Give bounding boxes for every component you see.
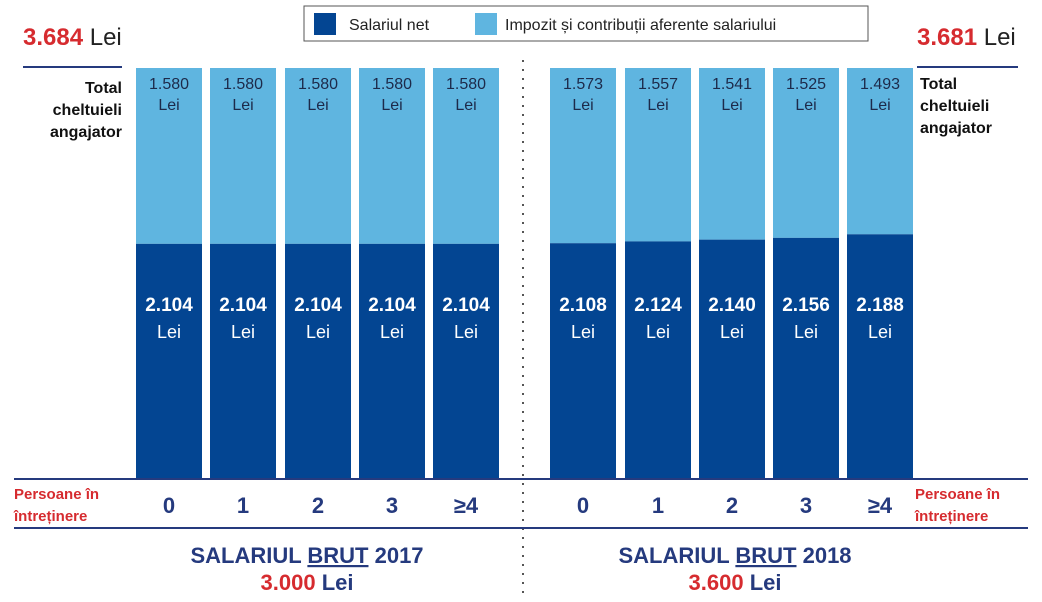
bar-tax bbox=[285, 68, 351, 244]
category-label: 3 bbox=[386, 493, 398, 518]
bar-tax bbox=[136, 68, 202, 244]
bar-tax-value: 1.580 bbox=[372, 76, 412, 93]
bar-net-unit: Lei bbox=[720, 322, 744, 342]
bar-net bbox=[433, 243, 499, 478]
bar-net-value: 2.188 bbox=[856, 295, 904, 316]
bar-tax bbox=[359, 68, 425, 244]
bar-tax bbox=[847, 68, 913, 235]
category-label: ≥4 bbox=[454, 493, 479, 518]
bar-tax-unit: Lei bbox=[381, 97, 402, 114]
gross-salary-title: SALARIUL BRUT 2018 bbox=[618, 543, 851, 568]
bar-net bbox=[136, 243, 202, 478]
bar-tax bbox=[699, 68, 765, 240]
category-label: 0 bbox=[163, 493, 175, 518]
bar-net-unit: Lei bbox=[571, 322, 595, 342]
bar-net-value: 2.104 bbox=[368, 295, 416, 316]
total-employer-cost: 3.684 Lei bbox=[23, 24, 122, 51]
total-cost-label-left: angajator bbox=[50, 124, 122, 141]
bar-net bbox=[550, 243, 616, 478]
dependents-label-right: Persoane în bbox=[915, 486, 1000, 503]
bar-net-unit: Lei bbox=[380, 322, 404, 342]
bar-net-value: 2.140 bbox=[708, 295, 756, 316]
total-cost-label-right: angajator bbox=[920, 120, 992, 137]
gross-salary-value: 3.000 Lei bbox=[261, 570, 354, 595]
category-label: 2 bbox=[312, 493, 324, 518]
bar-tax-value: 1.580 bbox=[223, 76, 263, 93]
bar-tax-value: 1.580 bbox=[446, 76, 486, 93]
category-label: ≥4 bbox=[868, 493, 893, 518]
bar-tax-value: 1.525 bbox=[786, 76, 826, 93]
gross-salary-value: 3.600 Lei bbox=[689, 570, 782, 595]
bar-net bbox=[285, 243, 351, 478]
bar-net-unit: Lei bbox=[157, 322, 181, 342]
gross-salary-title: SALARIUL BRUT 2017 bbox=[190, 543, 423, 568]
bar-net-unit: Lei bbox=[794, 322, 818, 342]
bar-tax-value: 1.541 bbox=[712, 76, 752, 93]
bar-tax-unit: Lei bbox=[869, 97, 890, 114]
bar-tax-value: 1.493 bbox=[860, 76, 900, 93]
bar-tax-value: 1.573 bbox=[563, 76, 603, 93]
bar-net bbox=[847, 234, 913, 478]
bar-tax-value: 1.580 bbox=[298, 76, 338, 93]
bar-net-value: 2.156 bbox=[782, 295, 830, 316]
bar-tax-unit: Lei bbox=[647, 97, 668, 114]
bar-net bbox=[210, 243, 276, 478]
bar-tax-unit: Lei bbox=[307, 97, 328, 114]
bar-tax bbox=[550, 68, 616, 244]
bar-tax bbox=[625, 68, 691, 242]
total-cost-label-left: Total bbox=[85, 80, 122, 97]
dependents-label-left: Persoane în bbox=[14, 486, 99, 503]
bar-tax-value: 1.580 bbox=[149, 76, 189, 93]
bar-tax bbox=[433, 68, 499, 244]
bar-net-value: 2.104 bbox=[219, 295, 267, 316]
bar-net-value: 2.104 bbox=[294, 295, 342, 316]
bar-net-value: 2.104 bbox=[442, 295, 490, 316]
category-label: 2 bbox=[726, 493, 738, 518]
bar-tax bbox=[773, 68, 839, 238]
bar-tax-unit: Lei bbox=[158, 97, 179, 114]
dependents-label-left: întreținere bbox=[13, 508, 87, 525]
bar-tax-unit: Lei bbox=[721, 97, 742, 114]
dependents-label-right: întreținere bbox=[914, 508, 988, 525]
category-label: 3 bbox=[800, 493, 812, 518]
category-label: 1 bbox=[237, 493, 249, 518]
bar-tax-unit: Lei bbox=[232, 97, 253, 114]
bar-net-value: 2.108 bbox=[559, 295, 607, 316]
bar-net-unit: Lei bbox=[231, 322, 255, 342]
bar-net-unit: Lei bbox=[306, 322, 330, 342]
bar-net-unit: Lei bbox=[646, 322, 670, 342]
category-label: 0 bbox=[577, 493, 589, 518]
bar-net bbox=[359, 243, 425, 478]
total-cost-label-right: cheltuieli bbox=[920, 98, 989, 115]
category-label: 1 bbox=[652, 493, 664, 518]
legend-swatch-net bbox=[314, 13, 336, 35]
bar-net bbox=[699, 239, 765, 478]
bar-net bbox=[773, 237, 839, 478]
legend-label-tax: Impozit și contribuții aferente salariul… bbox=[505, 17, 776, 34]
bar-net-unit: Lei bbox=[868, 322, 892, 342]
bar-net-unit: Lei bbox=[454, 322, 478, 342]
total-cost-label-right: Total bbox=[920, 76, 957, 93]
legend-label-net: Salariul net bbox=[349, 17, 430, 34]
bar-net bbox=[625, 241, 691, 478]
total-employer-cost: 3.681 Lei bbox=[917, 24, 1016, 51]
bar-net-value: 2.104 bbox=[145, 295, 193, 316]
total-cost-label-left: cheltuieli bbox=[53, 102, 122, 119]
bar-tax-value: 1.557 bbox=[638, 76, 678, 93]
bar-tax-unit: Lei bbox=[572, 97, 593, 114]
bar-tax bbox=[210, 68, 276, 244]
bar-tax-unit: Lei bbox=[455, 97, 476, 114]
legend: Salariul net Impozit și contribuții afer… bbox=[303, 5, 869, 42]
legend-swatch-tax bbox=[475, 13, 497, 35]
bar-tax-unit: Lei bbox=[795, 97, 816, 114]
bar-net-value: 2.124 bbox=[634, 295, 682, 316]
